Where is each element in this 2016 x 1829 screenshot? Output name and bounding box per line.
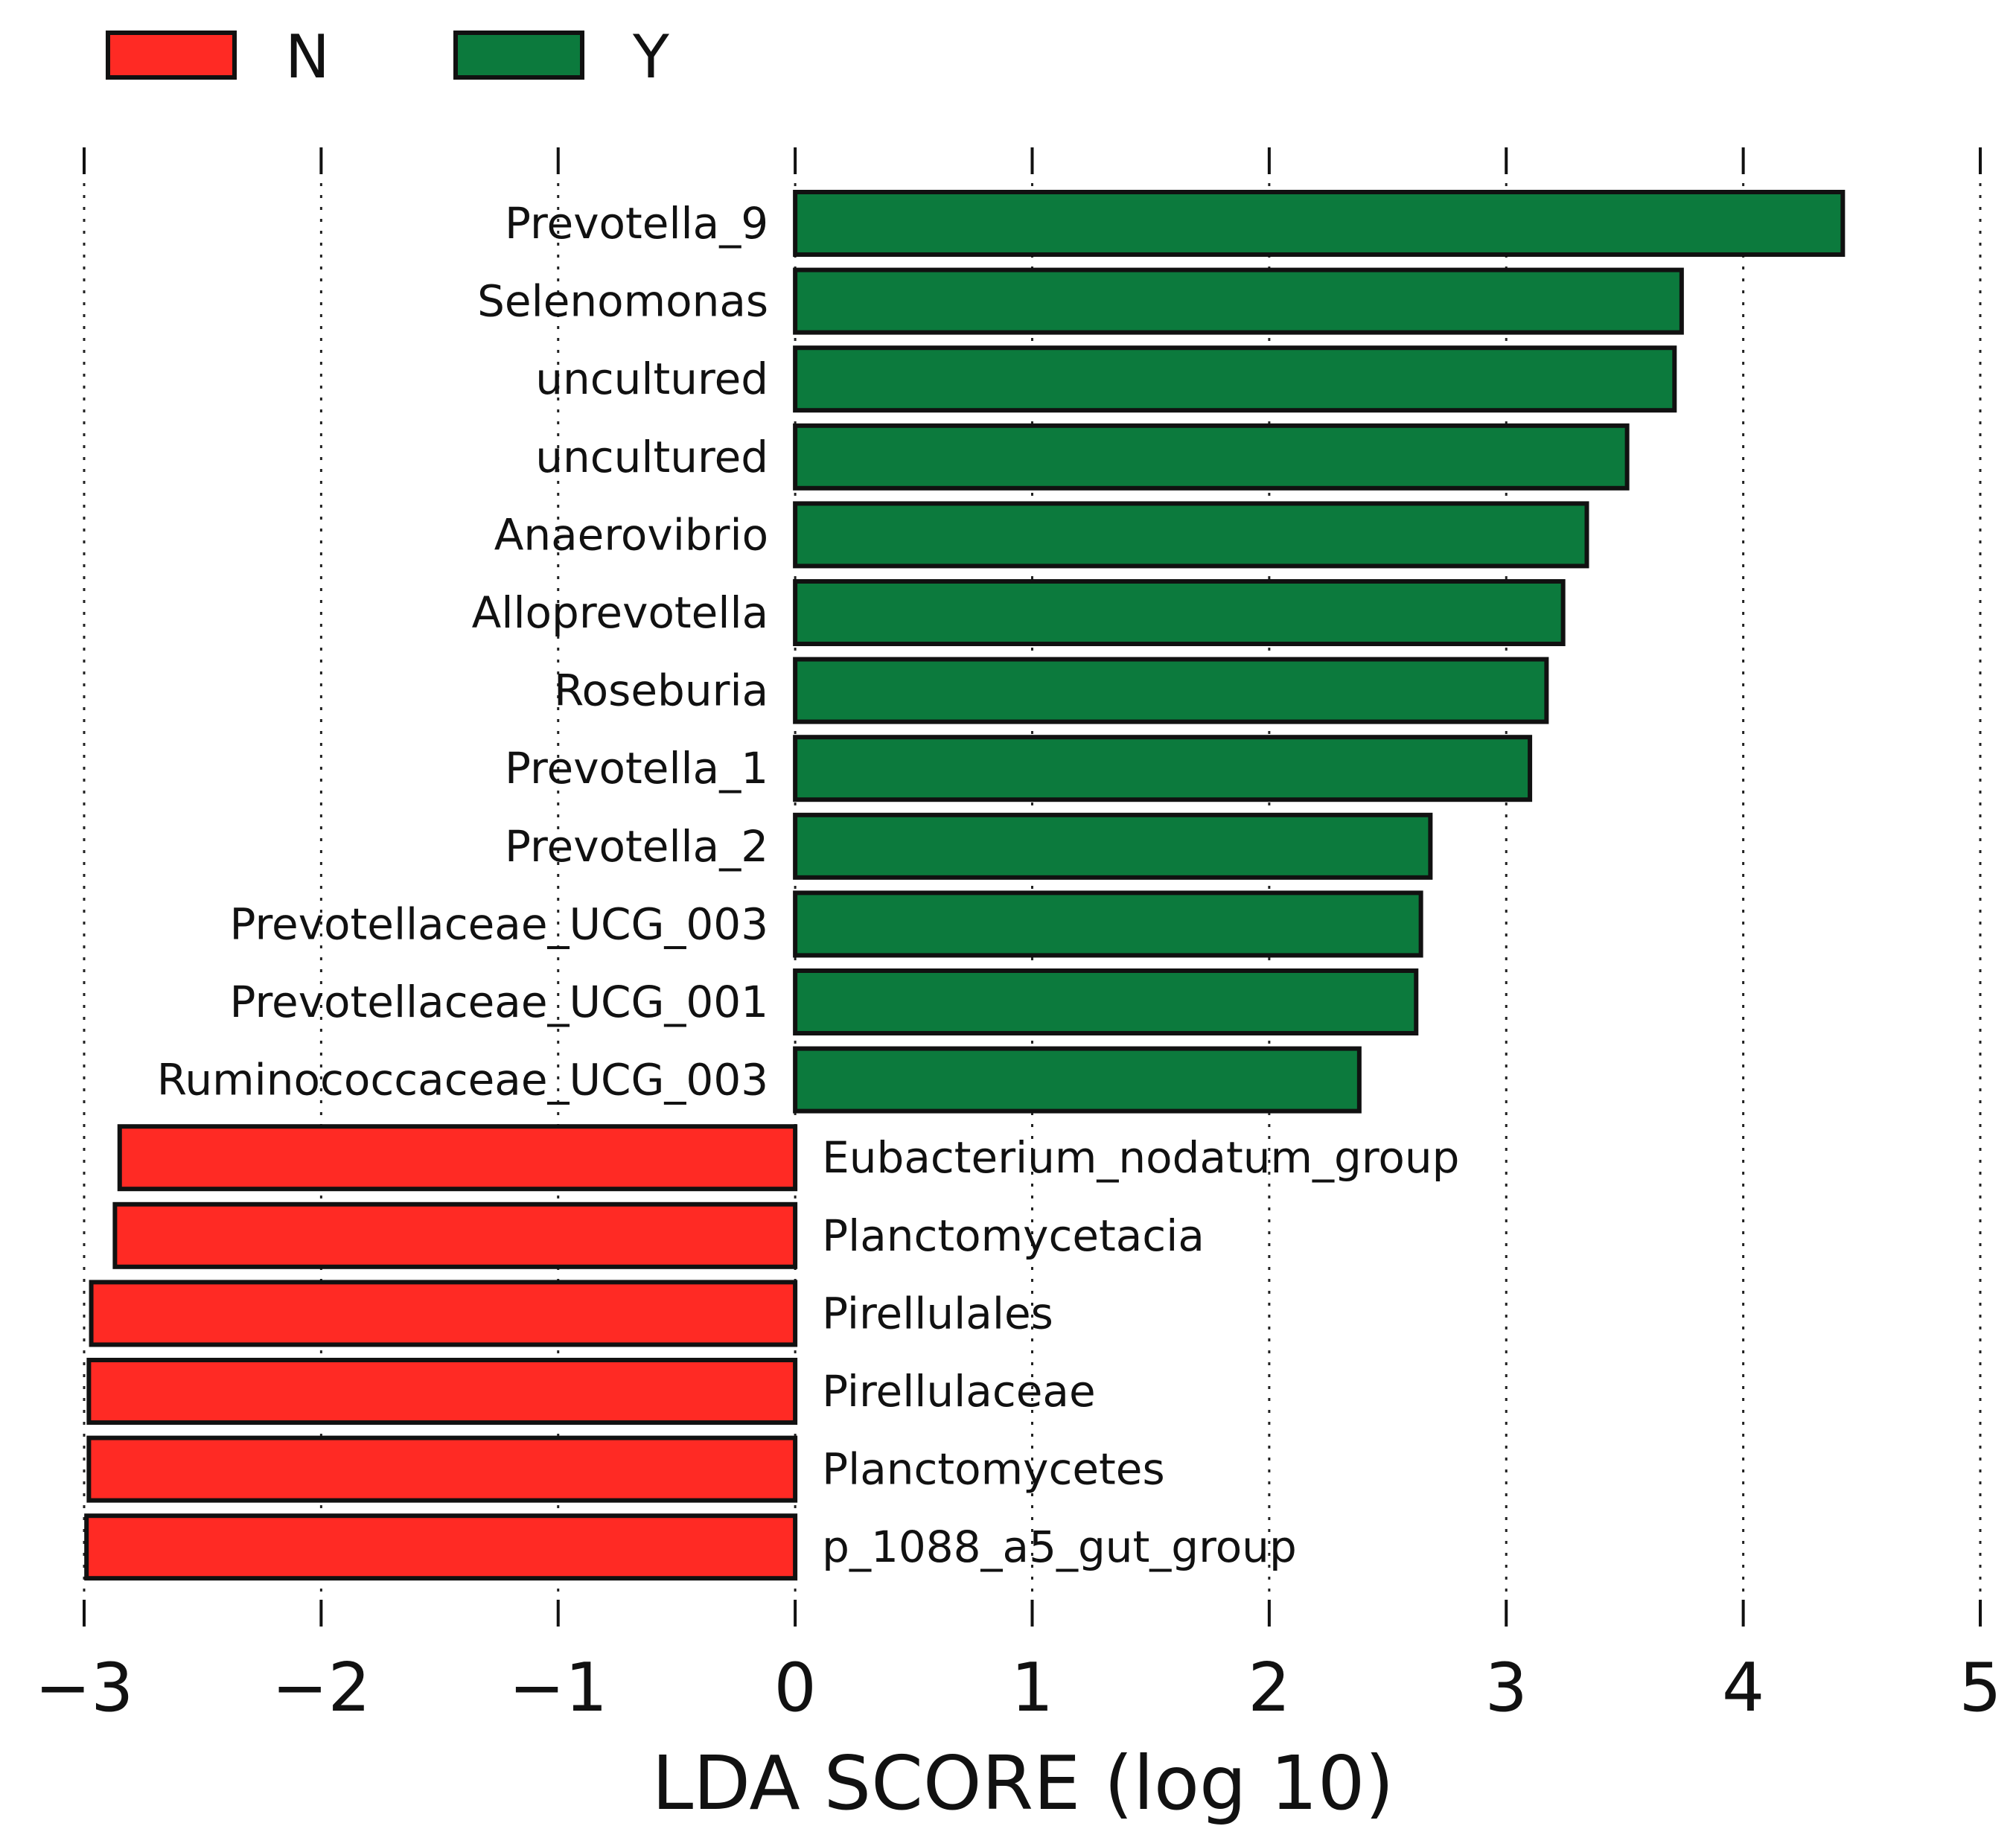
x-axis-title: LDA SCORE (log 10) bbox=[651, 1740, 1394, 1827]
bar-label: Prevotella_2 bbox=[505, 821, 768, 872]
bar-y-10 bbox=[793, 968, 1419, 1035]
bar-y-5 bbox=[793, 579, 1566, 646]
bar-n-3 bbox=[86, 1358, 798, 1425]
bar-label: Prevotellaceae_UCG_001 bbox=[230, 977, 769, 1027]
bar-y-3 bbox=[793, 423, 1630, 491]
legend-label-y: Y bbox=[632, 22, 670, 92]
bar-label: Planctomycetacia bbox=[822, 1210, 1205, 1261]
bar-y-8 bbox=[793, 812, 1433, 880]
bar-label: uncultured bbox=[535, 354, 768, 404]
bar-label: Selenomonas bbox=[477, 276, 768, 327]
legend-swatch-n bbox=[106, 31, 237, 80]
x-tick-labels: −3 −2 −1 0 1 2 3 4 5 bbox=[35, 1649, 2002, 1727]
bar-label: Roseburia bbox=[554, 665, 768, 716]
legend-label-n: N bbox=[285, 22, 330, 92]
x-tick-label: 1 bbox=[1011, 1649, 1053, 1727]
bar-n-5 bbox=[84, 1513, 798, 1581]
bar-label: Alloprevotella bbox=[472, 587, 768, 638]
grid-lines bbox=[83, 147, 1982, 1627]
x-tick-label: 4 bbox=[1722, 1649, 1764, 1727]
x-tick-label: −3 bbox=[35, 1649, 134, 1727]
bar-label: Prevotella_9 bbox=[505, 198, 768, 249]
bar-n-4 bbox=[86, 1435, 798, 1503]
bar-y-11 bbox=[793, 1046, 1362, 1114]
bar-y-0 bbox=[793, 190, 1846, 257]
x-tick-label: 3 bbox=[1485, 1649, 1528, 1727]
bar-label: Planctomycetes bbox=[822, 1444, 1165, 1495]
bar-label: p_1088_a5_gut_group bbox=[822, 1522, 1297, 1572]
bar-n-0 bbox=[117, 1124, 798, 1192]
x-tick-label: 5 bbox=[1959, 1649, 2001, 1727]
bar-y-2 bbox=[793, 345, 1677, 413]
bar-label: uncultured bbox=[535, 432, 768, 482]
bar-y-7 bbox=[793, 735, 1533, 802]
bar-y-6 bbox=[793, 657, 1549, 724]
bar-label: Prevotellaceae_UCG_003 bbox=[230, 898, 769, 949]
x-tick-label: 2 bbox=[1248, 1649, 1290, 1727]
bar-label: Ruminococcaceae_UCG_003 bbox=[157, 1055, 768, 1105]
bar-label: Prevotella_1 bbox=[505, 743, 768, 794]
bar-y-4 bbox=[793, 501, 1589, 569]
bar-labels: Prevotella_9 Selenomonas uncultured uncultu… bbox=[157, 198, 1460, 1572]
bar-n-2 bbox=[89, 1280, 798, 1347]
bar-y-1 bbox=[793, 267, 1684, 335]
bar-label: Pirellulales bbox=[822, 1288, 1053, 1338]
bars bbox=[84, 190, 1846, 1581]
x-tick-label: −2 bbox=[272, 1649, 371, 1727]
bar-n-1 bbox=[112, 1201, 798, 1269]
axis-ticks bbox=[83, 147, 1982, 1627]
legend-swatch-y bbox=[453, 31, 584, 80]
x-tick-label: 0 bbox=[773, 1649, 816, 1727]
bar-label: Anaerovibrio bbox=[494, 509, 768, 560]
bar-label: Eubacterium_nodatum_group bbox=[822, 1132, 1459, 1183]
bar-y-9 bbox=[793, 890, 1423, 958]
bar-label: Pirellulaceae bbox=[822, 1366, 1096, 1417]
x-tick-label: −1 bbox=[508, 1649, 607, 1727]
